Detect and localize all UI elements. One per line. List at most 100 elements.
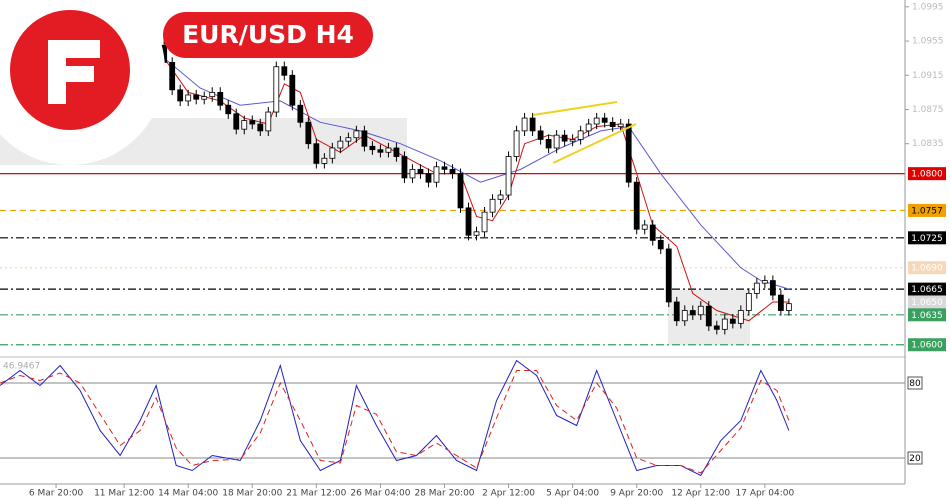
candle-body xyxy=(281,66,288,76)
candle-body xyxy=(545,139,552,149)
candle-body xyxy=(569,139,576,142)
candle-body xyxy=(385,147,392,153)
candle-body xyxy=(297,104,304,123)
candle-body xyxy=(249,120,256,125)
candle-body xyxy=(185,94,192,102)
y-tick-label: 1.0995 xyxy=(912,2,944,12)
candle-body xyxy=(705,305,712,327)
candle-body xyxy=(209,91,216,98)
candle-body xyxy=(449,168,456,175)
x-tick-label: 11 Mar 12:00 xyxy=(94,489,154,499)
y-tick-label: 20 xyxy=(909,454,921,464)
level-label-box xyxy=(908,167,946,181)
level-label: 1.0690 xyxy=(911,264,943,274)
candle-body xyxy=(729,318,736,324)
candle-body xyxy=(785,303,792,311)
candle-body xyxy=(505,156,512,196)
candle-body xyxy=(601,117,608,123)
candle-body xyxy=(641,224,648,230)
x-tick-label: 9 Apr 20:00 xyxy=(610,489,663,499)
candle-body xyxy=(265,111,272,132)
candle-body xyxy=(321,157,328,164)
candle-body xyxy=(193,94,200,100)
candle-body xyxy=(529,117,536,132)
x-tick-label: 17 Apr 04:00 xyxy=(736,489,795,499)
candle-body xyxy=(481,211,488,233)
candle-body xyxy=(617,123,624,128)
candle-body xyxy=(457,173,464,209)
candle-body xyxy=(673,301,680,322)
candle-body xyxy=(577,130,584,140)
level-label: 1.0757 xyxy=(911,206,943,216)
candle-body xyxy=(537,130,544,140)
candle-body xyxy=(761,280,768,284)
logo xyxy=(10,10,130,130)
candle-body xyxy=(585,123,592,132)
level-label-box xyxy=(908,261,946,275)
plot xyxy=(161,40,792,335)
title-pill xyxy=(163,12,373,58)
candle-body xyxy=(737,310,744,324)
candle-body xyxy=(681,310,688,322)
trend-line xyxy=(532,101,618,116)
oscillator-readout: 46.9467 xyxy=(3,362,40,372)
candle-body xyxy=(777,294,784,311)
level-label-box xyxy=(908,295,946,309)
x-tick-label: 26 Mar 04:00 xyxy=(350,489,410,499)
level-label: 1.0665 xyxy=(911,285,943,295)
candle-body xyxy=(353,130,360,139)
level-label-box xyxy=(908,231,946,245)
candle-body xyxy=(489,198,496,213)
candle-body xyxy=(345,137,352,142)
level-label: 1.0800 xyxy=(911,170,943,180)
candle-body xyxy=(465,207,472,236)
candle-body xyxy=(241,120,248,130)
candle-body xyxy=(665,248,672,303)
candle-body xyxy=(313,143,320,164)
x-tick-label: 6 Mar 20:00 xyxy=(29,489,84,499)
level-label: 1.0635 xyxy=(911,311,943,321)
x-tick-label: 28 Mar 20:00 xyxy=(414,489,474,499)
candle-body xyxy=(649,224,656,241)
candle-body xyxy=(697,305,704,316)
candle-body xyxy=(753,282,760,294)
candle-body xyxy=(369,145,376,151)
candle-body xyxy=(273,66,280,113)
x-tick-label: 18 Mar 20:00 xyxy=(222,489,282,499)
x-tick-label: 2 Apr 12:00 xyxy=(482,489,535,499)
x-tick-label: 5 Apr 04:00 xyxy=(546,489,599,499)
y-tick-label: 1.0955 xyxy=(912,37,944,47)
candle-body xyxy=(361,130,368,147)
candle-body xyxy=(425,173,432,183)
candle-body xyxy=(233,113,240,130)
y-tick-box xyxy=(907,376,923,390)
candle-body xyxy=(257,123,264,132)
candle-body xyxy=(553,134,560,149)
candle-body xyxy=(169,62,176,91)
candle-body xyxy=(401,156,408,179)
y-tick-label: 1.0915 xyxy=(912,71,944,81)
candle-body xyxy=(609,121,616,128)
x-tick-label: 21 Mar 12:00 xyxy=(286,489,346,499)
candle-body xyxy=(657,239,664,250)
candle-body xyxy=(289,74,296,106)
candle-body xyxy=(513,130,520,157)
candle-body xyxy=(625,123,632,183)
candle-body xyxy=(177,89,184,102)
y-tick-label: 80 xyxy=(909,379,921,389)
candle-body xyxy=(305,121,312,145)
x-tick-label: 12 Apr 12:00 xyxy=(671,489,730,499)
candle-body xyxy=(201,96,208,100)
level-label: 1.0725 xyxy=(911,234,943,244)
candle-body xyxy=(409,168,416,179)
x-tick-label: 14 Mar 04:00 xyxy=(158,489,218,499)
candle-body xyxy=(561,134,568,142)
level-label: 1.0650 xyxy=(911,298,943,308)
candle-body xyxy=(217,91,224,106)
candle-body xyxy=(225,104,232,115)
level-label-box xyxy=(908,203,946,217)
levels: 1.0800 1.0757 1.0725 1.0690 1.0665 1.0650 1.06… xyxy=(0,167,946,352)
candle-body xyxy=(593,117,600,125)
